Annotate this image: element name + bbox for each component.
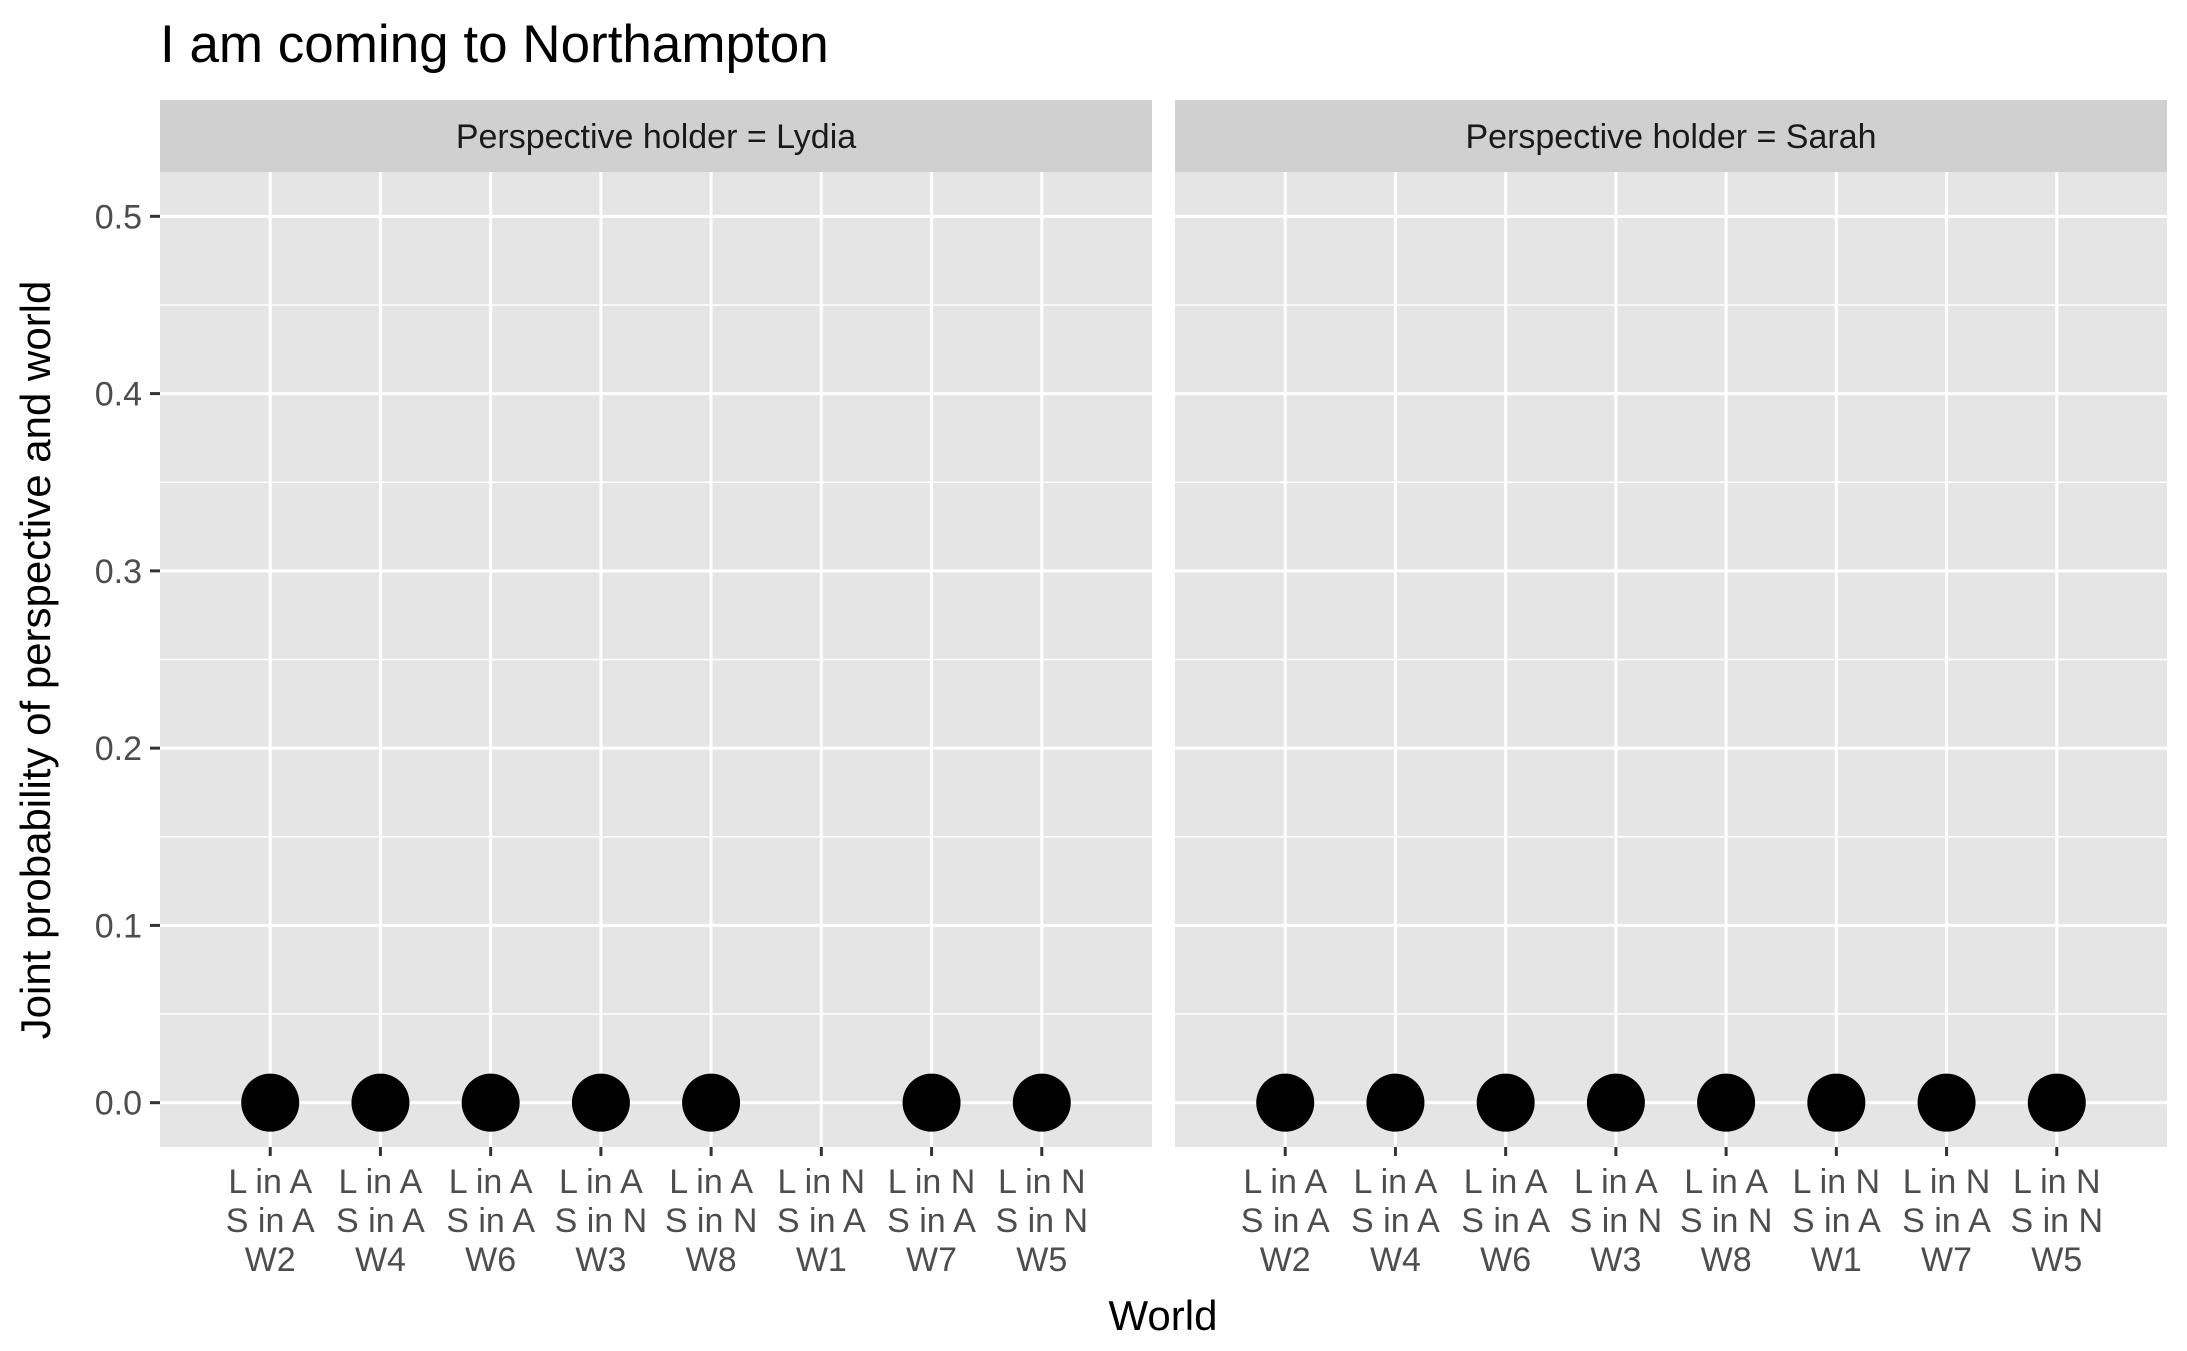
x-axis-title: World <box>1109 1292 1218 1339</box>
chart-title: I am coming to Northampton <box>160 15 829 74</box>
facet-strip-label: Perspective holder = Sarah <box>1465 118 1876 156</box>
data-point <box>1917 1073 1976 1132</box>
y-tick-label: 0.3 <box>95 553 142 591</box>
facet-strip-label: Perspective holder = Lydia <box>456 118 856 156</box>
data-point <box>902 1073 961 1132</box>
y-tick-label: 0.1 <box>95 907 142 945</box>
data-point <box>1586 1073 1645 1132</box>
data-point <box>682 1073 741 1132</box>
y-axis-title: Joint probability of perspective and wor… <box>12 281 59 1040</box>
data-point <box>2027 1073 2086 1132</box>
data-point <box>1476 1073 1535 1132</box>
data-point <box>1012 1073 1071 1132</box>
facet-strip <box>160 100 1152 172</box>
y-tick-label: 0.2 <box>95 730 142 768</box>
data-point <box>1807 1073 1866 1132</box>
y-tick-label: 0.0 <box>95 1085 142 1123</box>
data-point <box>241 1073 300 1132</box>
y-tick-label: 0.4 <box>95 376 142 414</box>
data-point <box>1366 1073 1425 1132</box>
data-point <box>1256 1073 1315 1132</box>
data-point <box>571 1073 630 1132</box>
y-tick-label: 0.5 <box>95 198 142 236</box>
data-point <box>1697 1073 1756 1132</box>
data-point <box>351 1073 410 1132</box>
facet-strip <box>1175 100 2167 172</box>
data-point <box>461 1073 520 1132</box>
y-axis: 0.0 0.1 0.2 0.3 0.4 0.5 <box>95 198 160 1123</box>
